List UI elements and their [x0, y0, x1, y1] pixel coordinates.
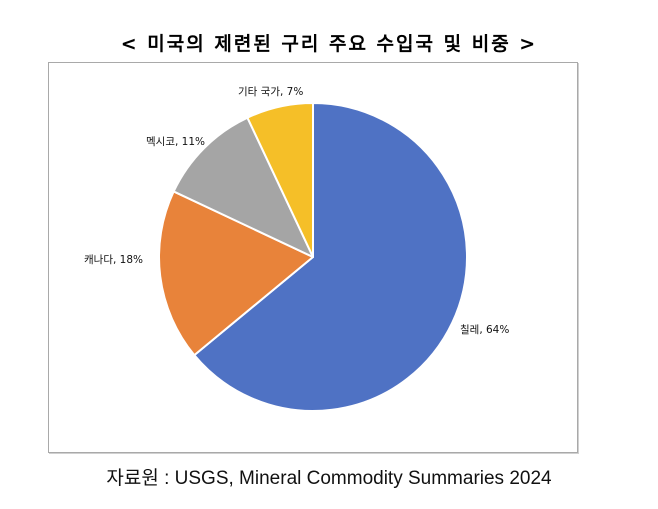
data-label-canada: 캐나다, 18%: [84, 254, 143, 266]
chart-title: < 미국의 제련된 구리 주요 수입국 및 비중 >: [120, 33, 538, 55]
source-note: 자료원 : USGS, Mineral Commodity Summaries …: [106, 468, 552, 489]
pie-slice-canada: [158, 190, 314, 357]
data-label-other: 기타 국가, 7%: [238, 86, 304, 98]
data-label-mexico: 멕시코, 11%: [146, 136, 205, 148]
pie-slice-mexico: [172, 116, 314, 258]
pie-slice-other: [246, 102, 314, 258]
data-label-chile: 칠레, 64%: [460, 324, 510, 336]
pie-slice-chile: [193, 102, 468, 412]
